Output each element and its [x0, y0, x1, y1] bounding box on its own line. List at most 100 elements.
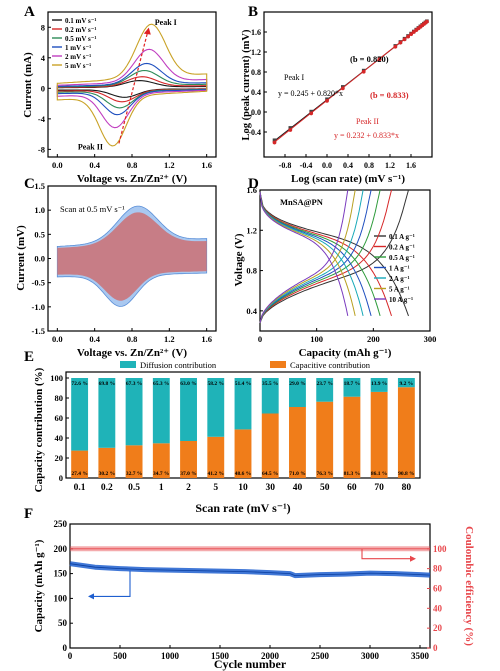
- legend-label: 5 A g⁻¹: [389, 286, 410, 294]
- diffusion-value-label: 72.6 %: [71, 381, 88, 387]
- bar-diffusion: [316, 378, 334, 402]
- panel-b: -0.8 -0.4 0.0 0.4 0.8 1.2 1.6 -0.4 0.0 0.4 0.8 1.2 1…: [241, 11, 433, 185]
- diffusion-value-label: 13.9 %: [371, 381, 388, 387]
- y-tick-label: -8: [38, 144, 45, 154]
- contribution-bars: 0 20 40 60 80 100 27.4 % 72.6 % 0.1 30.2 % 69.8 % 0…: [50, 360, 415, 493]
- x-tick-label: 1000: [161, 651, 180, 661]
- charge-curve: [259, 189, 409, 324]
- y-tick-label: 100: [54, 593, 68, 603]
- x-tick-label: 50: [320, 483, 330, 493]
- y-axis-label: Current (mA): [22, 52, 34, 118]
- y-axis-label: Capacity contribution (%): [33, 367, 45, 492]
- diffusion-value-label: 18.7 %: [344, 381, 361, 387]
- data-point: [377, 57, 382, 62]
- bar-diffusion: [289, 378, 306, 407]
- plot-frame: [69, 523, 431, 649]
- bar-diffusion: [152, 378, 170, 444]
- y-tick-label: 50: [58, 618, 68, 628]
- bar-capacitive: [234, 429, 252, 478]
- x-tick-label: 0.1: [74, 483, 86, 493]
- y-tick-label: 0.0: [251, 108, 261, 117]
- panel-d: 0 100 200 300 0.4 0.8 1.2 1.6 0.1 A g⁻¹ 0.2 A g⁻¹…: [233, 185, 436, 359]
- bar-capacitive: [98, 447, 116, 478]
- data-point: [393, 44, 398, 49]
- y-tick-label: 1.2: [246, 225, 257, 235]
- y-tick-label: 0.5: [34, 229, 45, 239]
- diffusion-value-label: 9.2 %: [400, 381, 414, 387]
- peak1-label: Peak I: [284, 73, 305, 82]
- bar-diffusion: [343, 378, 361, 397]
- x-tick-label: 0.5: [128, 483, 140, 493]
- peak-red-label: Peak II: [78, 142, 103, 151]
- x-tick-label: -0.4: [300, 161, 313, 170]
- y-tick-label-right: 20: [433, 623, 443, 633]
- capacitive-value-label: 64.5 %: [262, 471, 279, 477]
- x-tick-label: 2000: [261, 651, 280, 661]
- bar-capacitive: [207, 436, 225, 478]
- data-point: [361, 69, 366, 74]
- y-tick-label: 1.2: [251, 48, 261, 57]
- y-axis-label: Capacity (mAh g⁻¹): [33, 539, 45, 632]
- y-tick-label-right: 60: [433, 583, 443, 593]
- data-point: [272, 140, 277, 145]
- x-tick-label: 60: [347, 483, 357, 493]
- capacitive-value-label: 90.8 %: [398, 471, 415, 477]
- data-point: [409, 32, 414, 37]
- diffusion-value-label: 23.7 %: [316, 381, 333, 387]
- bar-capacitive: [370, 391, 388, 478]
- bar-diffusion: [71, 378, 89, 451]
- legend-label: 5 mV s⁻¹: [65, 62, 91, 70]
- x-tick-label: 200: [367, 334, 380, 344]
- x-tick-label: 1.2: [164, 334, 175, 344]
- capacitive-value-label: 32.7 %: [126, 471, 143, 477]
- bar-capacitive: [397, 387, 415, 478]
- legend-label: 10 A g⁻¹: [389, 296, 413, 304]
- legend-label: 2 mV s⁻¹: [65, 53, 91, 61]
- x-tick-label: 100: [310, 334, 323, 344]
- panel-a: 0.0 0.4 0.8 1.2 1.6 -8 -4 0 4 8 0.1 mV s⁻¹0.2 mV s…: [22, 11, 217, 185]
- x-tick-label: 1.2: [164, 160, 175, 170]
- panel-label-f: F: [24, 506, 33, 522]
- y-tick-label: 0.8: [246, 266, 257, 276]
- x-tick-label: 80: [402, 483, 412, 493]
- y-tick-label: -0.5: [32, 278, 45, 288]
- y-tick-label: 8: [41, 22, 45, 32]
- y-tick-label: 1.6: [246, 185, 257, 195]
- bar-diffusion: [234, 378, 252, 430]
- legend-label: 0.5 A g⁻¹: [389, 254, 415, 262]
- peak1-equation: y = 0.245 + 0.820*x: [278, 89, 343, 98]
- gcd-curves: 0 100 200 300 0.4 0.8 1.2 1.6 0.1 A g⁻¹ 0.2 A g⁻¹…: [246, 185, 436, 344]
- x-tick-label: 1.6: [406, 161, 416, 170]
- capacitive-value-label: 27.4 %: [71, 471, 88, 477]
- y-axis-label: Voltage (V): [233, 233, 245, 286]
- b-value-peak2: (b = 0.833): [370, 90, 409, 100]
- x-tick-label: 0.4: [89, 160, 100, 170]
- arrow-head: [88, 593, 94, 600]
- bar-capacitive: [289, 407, 306, 478]
- y-tick-label: 20: [55, 453, 64, 463]
- bar-capacitive: [316, 401, 334, 478]
- x-tick-label: 40: [293, 483, 303, 493]
- x-tick-label: 0.8: [364, 161, 374, 170]
- y-tick-label: 4: [41, 53, 46, 63]
- legend-label: 0.1 A g⁻¹: [389, 233, 415, 241]
- x-tick-label: 0.8: [127, 334, 138, 344]
- y-tick-label-right: 80: [433, 564, 443, 574]
- charge-curve: [259, 189, 381, 324]
- x-axis-label: Log (scan rate) (mV s⁻¹): [291, 173, 405, 185]
- data-point: [402, 37, 407, 42]
- capacitive-value-label: 41.2 %: [208, 471, 225, 477]
- legend-label: 1 mV s⁻¹: [65, 44, 91, 52]
- x-tick-label: 0.4: [343, 161, 353, 170]
- log-fit-plot: -0.8 -0.4 0.0 0.4 0.8 1.2 1.6 -0.4 0.0 0.4 0.8 1.2 1…: [248, 19, 429, 170]
- panel-label-b: B: [248, 4, 258, 20]
- x-tick-label: 0.0: [52, 334, 63, 344]
- x-tick-label: 1.6: [201, 334, 212, 344]
- data-point: [340, 86, 345, 91]
- panel-f: 0 500 1000 1500 2000 2500 3000 3500050100150200…: [33, 519, 475, 671]
- capacity-axis-arrow: [92, 570, 131, 597]
- charge-curve: [259, 189, 392, 324]
- x-axis-label: Voltage vs. Zn/Zn²⁺ (V): [77, 173, 187, 185]
- x-tick-label: 1.6: [201, 160, 212, 170]
